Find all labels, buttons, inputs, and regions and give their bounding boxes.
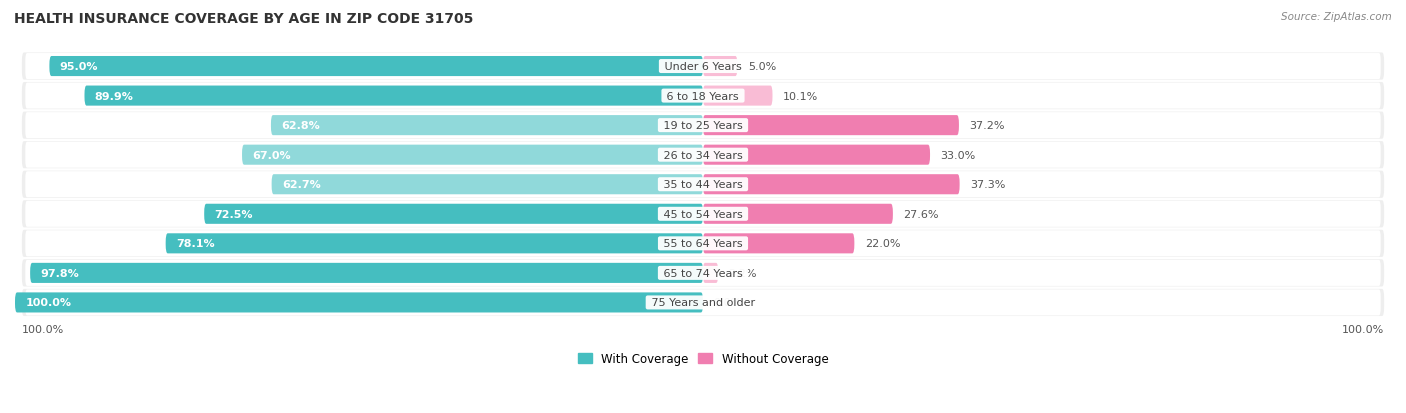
FancyBboxPatch shape [204, 204, 703, 224]
Text: 0.0%: 0.0% [713, 298, 741, 308]
FancyBboxPatch shape [703, 145, 929, 165]
FancyBboxPatch shape [22, 260, 1384, 287]
Text: 10.1%: 10.1% [783, 91, 818, 101]
Text: 37.2%: 37.2% [969, 121, 1005, 131]
Text: 89.9%: 89.9% [94, 91, 134, 101]
FancyBboxPatch shape [703, 86, 772, 107]
Text: 45 to 54 Years: 45 to 54 Years [659, 209, 747, 219]
Text: 65 to 74 Years: 65 to 74 Years [659, 268, 747, 278]
FancyBboxPatch shape [15, 293, 703, 313]
Text: 2.2%: 2.2% [728, 268, 756, 278]
FancyBboxPatch shape [271, 175, 703, 195]
FancyBboxPatch shape [703, 204, 893, 224]
Text: 33.0%: 33.0% [941, 150, 976, 160]
FancyBboxPatch shape [30, 263, 703, 283]
Text: 100.0%: 100.0% [25, 298, 72, 308]
FancyBboxPatch shape [25, 290, 1381, 316]
Text: 26 to 34 Years: 26 to 34 Years [659, 150, 747, 160]
FancyBboxPatch shape [25, 54, 1381, 80]
FancyBboxPatch shape [22, 289, 1384, 316]
FancyBboxPatch shape [25, 83, 1381, 109]
FancyBboxPatch shape [703, 234, 855, 254]
Text: 95.0%: 95.0% [59, 62, 98, 72]
FancyBboxPatch shape [84, 86, 703, 107]
Text: 75 Years and older: 75 Years and older [648, 298, 758, 308]
FancyBboxPatch shape [25, 142, 1381, 168]
FancyBboxPatch shape [703, 263, 718, 283]
Text: 5.0%: 5.0% [748, 62, 776, 72]
FancyBboxPatch shape [25, 172, 1381, 198]
Text: 97.8%: 97.8% [41, 268, 79, 278]
FancyBboxPatch shape [49, 57, 703, 77]
FancyBboxPatch shape [22, 142, 1384, 169]
Text: 100.0%: 100.0% [1341, 324, 1384, 334]
FancyBboxPatch shape [703, 175, 960, 195]
FancyBboxPatch shape [22, 83, 1384, 110]
Text: 62.7%: 62.7% [283, 180, 321, 190]
FancyBboxPatch shape [25, 113, 1381, 139]
Legend: With Coverage, Without Coverage: With Coverage, Without Coverage [572, 347, 834, 370]
FancyBboxPatch shape [25, 260, 1381, 286]
Text: 100.0%: 100.0% [22, 324, 65, 334]
Text: 6 to 18 Years: 6 to 18 Years [664, 91, 742, 101]
FancyBboxPatch shape [25, 231, 1381, 257]
Text: 67.0%: 67.0% [252, 150, 291, 160]
Text: Source: ZipAtlas.com: Source: ZipAtlas.com [1281, 12, 1392, 22]
Text: 78.1%: 78.1% [176, 239, 215, 249]
Text: 35 to 44 Years: 35 to 44 Years [659, 180, 747, 190]
FancyBboxPatch shape [703, 116, 959, 136]
FancyBboxPatch shape [22, 112, 1384, 140]
FancyBboxPatch shape [703, 57, 737, 77]
Text: HEALTH INSURANCE COVERAGE BY AGE IN ZIP CODE 31705: HEALTH INSURANCE COVERAGE BY AGE IN ZIP … [14, 12, 474, 26]
Text: 62.8%: 62.8% [281, 121, 321, 131]
FancyBboxPatch shape [166, 234, 703, 254]
Text: 27.6%: 27.6% [903, 209, 939, 219]
FancyBboxPatch shape [22, 201, 1384, 228]
FancyBboxPatch shape [22, 230, 1384, 257]
FancyBboxPatch shape [25, 201, 1381, 227]
Text: 55 to 64 Years: 55 to 64 Years [659, 239, 747, 249]
Text: 22.0%: 22.0% [865, 239, 900, 249]
Text: 72.5%: 72.5% [215, 209, 253, 219]
Text: Under 6 Years: Under 6 Years [661, 62, 745, 72]
FancyBboxPatch shape [22, 53, 1384, 81]
Text: 19 to 25 Years: 19 to 25 Years [659, 121, 747, 131]
FancyBboxPatch shape [271, 116, 703, 136]
FancyBboxPatch shape [22, 171, 1384, 198]
Text: 37.3%: 37.3% [970, 180, 1005, 190]
FancyBboxPatch shape [242, 145, 703, 165]
